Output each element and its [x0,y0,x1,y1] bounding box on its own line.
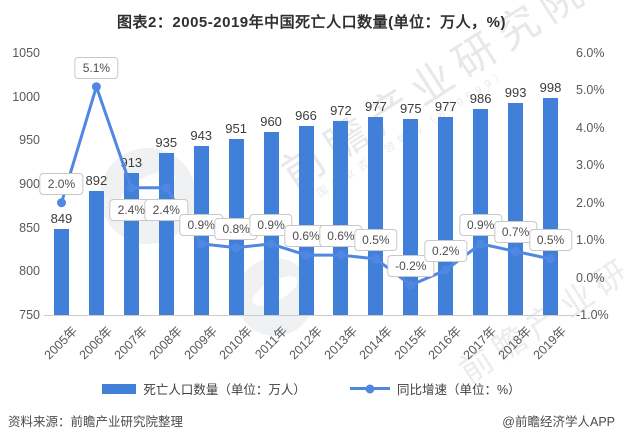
bar-series-swatch-icon [102,383,137,394]
y-axis-right-tick-label: 2.0% [576,195,605,210]
bar-value-label: 993 [504,84,527,100]
footer: 资料来源：前瞻产业研究院整理 @前瞻经济学人APP [8,411,615,430]
line-series-swatch-icon [349,384,390,393]
bar [298,126,314,315]
y-axis-right-tick-label: -1.0% [576,308,609,322]
legend-label-growth: 同比增速（单位：%） [396,383,521,397]
x-axis-tick-label: 2006年 [76,323,116,363]
y-axis-right-tick-label: 0.0% [576,270,605,285]
x-axis-line [44,315,574,316]
source-note: 资料来源：前瞻产业研究院整理 [8,415,184,429]
growth-rate-label: 0.2% [424,240,468,263]
y-axis-left-tick-label: 800 [19,264,40,279]
bar-value-label: 998 [539,80,562,96]
y-axis-left-tick-label: 1000 [12,89,40,104]
legend: 死亡人口数量（单位：万人） 同比增速（单位：%） [0,379,623,398]
line-point-marker [91,82,101,92]
growth-rate-label: 5.1% [74,56,119,79]
x-axis-tick-label: 2005年 [41,323,81,363]
legend-label-deaths: 死亡人口数量（单位：万人） [143,383,306,397]
bar [508,102,524,315]
growth-rate-label: 0.5% [354,228,398,251]
bar [438,116,454,315]
bar-value-label: 966 [295,108,317,124]
x-axis-tick-label: 2009年 [181,323,220,363]
x-axis-tick-label: 2013年 [321,323,360,363]
bar [368,116,384,315]
y-axis-left-tick-label: 950 [19,133,40,148]
bar-value-label: 977 [434,98,457,114]
bar-value-label: 935 [155,135,178,151]
x-axis-tick-label: 2007年 [111,323,151,363]
line-point-marker [57,198,66,208]
bar-value-label: 943 [190,128,213,144]
bar-value-label: 951 [225,121,247,137]
bar [158,153,174,315]
y-axis-right-tick-label: 1.0% [576,233,605,248]
growth-rate-label: 2.0% [39,172,84,195]
y-axis-left-tick-label: 750 [19,308,40,322]
x-axis-tick-label: 2018年 [495,323,535,363]
y-axis-left-tick-label: 850 [19,220,40,235]
bar-value-label: 986 [469,90,492,106]
bar-value-label: 849 [50,210,73,226]
bar [403,118,419,315]
credit-note: @前瞻经济学人APP [502,415,615,429]
line-marker-icon [365,384,375,393]
y-axis-left-tick-label: 900 [19,177,40,191]
x-axis-tick-label: 2008年 [146,323,186,363]
bar [333,121,349,315]
bar [53,228,69,315]
x-axis-tick-label: 2012年 [286,323,325,363]
x-axis-tick-label: 2015年 [391,323,430,363]
bar-value-label: 960 [260,113,282,129]
x-axis-tick-label: 2016年 [426,323,465,363]
bar [473,108,489,315]
bar [543,98,559,315]
y-axis-right-tick-label: 4.0% [576,120,605,135]
chart-title: 图表2：2005-2019年中国死亡人口数量(单位：万人，%) [117,14,506,31]
legend-item-growth: 同比增速（单位：%） [349,379,521,398]
x-axis-tick-label: 2019年 [530,323,570,363]
x-axis-tick-label: 2011年 [252,323,290,362]
legend-item-deaths: 死亡人口数量（单位：万人） [102,379,306,398]
x-axis-tick-label: 2017年 [460,323,500,363]
bar [123,172,139,315]
bar-value-label: 892 [85,172,108,188]
growth-rate-label: 0.5% [528,228,573,251]
y-axis-right-tick-label: 6.0% [576,46,605,60]
y-axis-right-tick-label: 5.0% [576,83,605,98]
bar-value-label: 977 [365,98,387,114]
y-axis-left-tick-label: 1050 [12,46,40,60]
x-axis-tick-label: 2014年 [356,323,395,363]
bar-value-label: 972 [330,103,352,119]
bar-value-label: 975 [399,100,422,116]
y-axis-right-tick-label: 3.0% [576,158,605,173]
x-axis-tick-label: 2010年 [216,323,255,363]
bar [88,190,104,315]
bar-value-label: 913 [120,154,143,170]
